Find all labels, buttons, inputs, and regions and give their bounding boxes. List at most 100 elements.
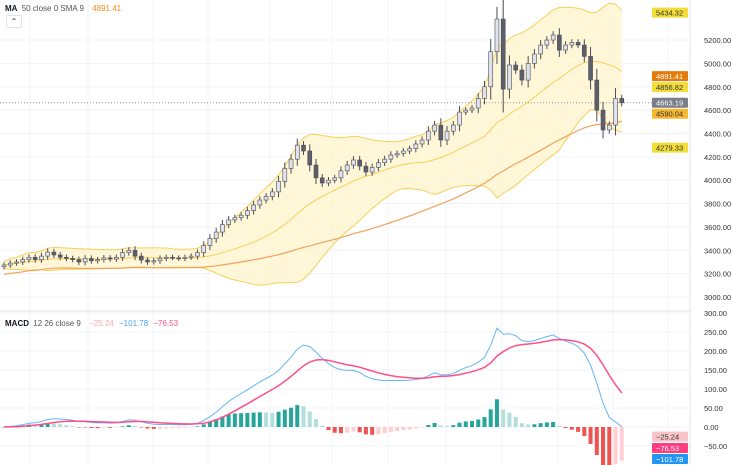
macd-histogram-bar [45,423,50,427]
candle-body [363,165,369,173]
candle-body [438,124,444,141]
candle-body [382,158,387,163]
macd-histogram-bar [538,423,543,427]
macd-histogram-bar [594,427,599,455]
macd-axis-tick: 150.00 [704,366,727,375]
candle [182,254,188,262]
macd-histogram-bar [245,412,250,427]
macd-histogram-bar [214,419,219,427]
candle-body [182,256,188,259]
candle-body [70,258,75,260]
macd-histogram-bar [395,427,400,431]
macd-histogram-bar [576,427,581,432]
macd-histogram-bar [426,425,431,427]
candle-body [413,143,419,149]
candle [544,36,550,49]
candle [114,254,119,262]
macd-histogram-bar [182,427,187,428]
macd-histogram-bar [282,409,287,427]
candle [394,150,400,158]
collapse-legend-button[interactable]: ⌃ [6,15,22,28]
candle-body [170,256,175,259]
candle-body [513,64,518,71]
candle [588,46,593,90]
candle [338,166,344,183]
candle [170,254,175,261]
macd-histogram-bar [295,405,300,427]
macd-histogram-bar [264,412,269,427]
macd-axis-tick: 200.00 [704,347,727,356]
price-tag: 4590.04 [652,108,688,119]
candle-body [326,179,331,184]
macd-histogram-bar [401,427,406,431]
candle-body [338,170,344,179]
macd-histogram-bar [438,425,443,427]
candle [432,120,437,136]
candle [89,255,94,264]
candle-body [426,130,431,141]
price-tag-box [652,97,688,108]
macd-histogram-bar [120,426,125,427]
macd-histogram-bar [501,409,506,427]
candle-body [132,249,138,257]
macd-histogram-bar [39,424,44,427]
macd-histogram-bar [563,427,568,429]
price-tag: 4891.41 [652,71,688,82]
macd-histogram-bar [569,427,574,430]
macd-histogram-bar [482,417,487,427]
macd-histogram-bar [526,424,531,427]
macd-tag: −101.78 [652,454,688,464]
candle-body [369,167,375,173]
candle [101,255,107,263]
candle-body [532,53,537,64]
candle [475,93,481,114]
candle-body [525,63,531,81]
macd-tag-box [652,443,688,453]
candle [407,145,412,155]
candle [569,39,575,49]
candle [282,162,288,188]
candle [388,151,394,163]
candle-body [463,109,469,113]
candle-body [450,124,456,132]
candle [251,200,256,215]
candle [207,234,213,251]
macd-histogram-bar [357,427,362,433]
price-axis-tick: 3400.00 [704,246,731,255]
candle-body [120,252,125,258]
macd-histogram-bar [170,427,175,429]
macd-histogram-bar [195,426,200,427]
candle [619,94,625,107]
macd-histogram-bar [588,427,593,444]
price-axis-tick: 3000.00 [704,293,731,302]
candle [64,254,69,262]
candle-body [251,204,256,211]
candle-body [32,256,38,260]
candle-body [288,158,294,169]
candle [344,160,350,175]
candle-body [188,255,194,258]
ma-legend-params: 50 close 0 SMA 9 [21,4,84,13]
macd-axis-tick: 300.00 [704,309,727,318]
bollinger-upper-line [3,2,623,262]
macd-histogram-bar [108,427,113,428]
candle-body [1,264,7,268]
candle [401,147,406,157]
candle [201,241,206,258]
price-tag-label: 4856.82 [656,83,683,92]
candle-body [238,214,244,218]
macd-histogram-bar [270,412,275,427]
candle-body [563,44,568,51]
candle [382,155,387,167]
chevron-up-icon: ⌃ [10,17,18,26]
macd-line [3,327,623,428]
macd-histogram-bar [201,424,206,427]
candle [188,253,194,260]
candle [232,214,238,223]
macd-histogram-bar [407,427,412,430]
candle [519,64,525,86]
candle-body [26,256,32,260]
price-tag: 4279.33 [652,142,688,153]
macd-histogram-bar [101,427,106,428]
